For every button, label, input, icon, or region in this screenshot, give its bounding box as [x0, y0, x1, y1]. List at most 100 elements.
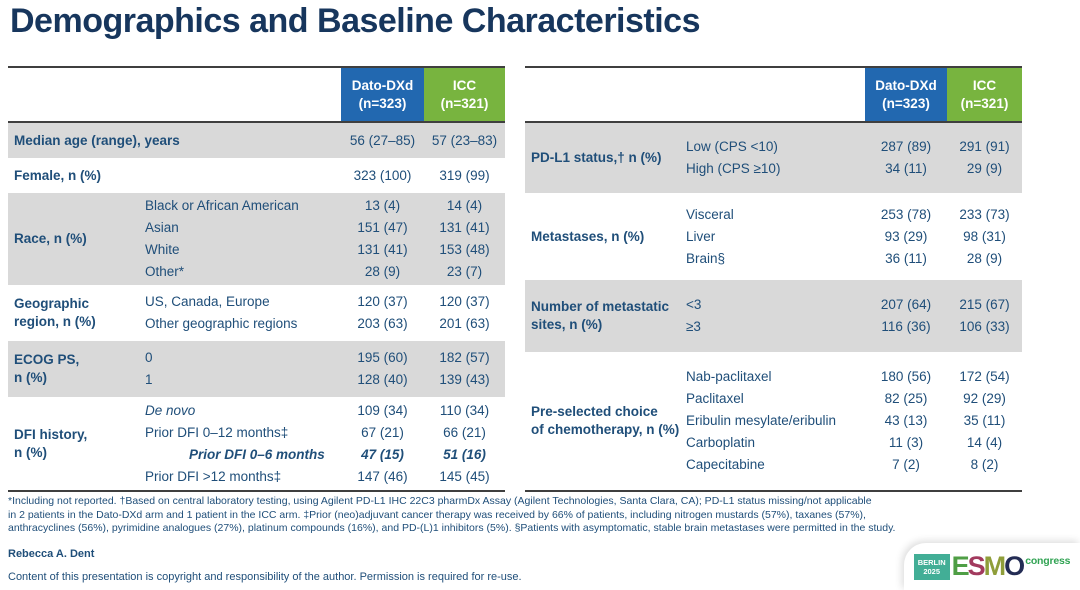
value-cell-icc: 28 (9): [966, 250, 1003, 266]
value-cell-dato: 207 (64): [880, 297, 932, 312]
category-cell: Prior DFI 0–6 months: [189, 446, 325, 462]
value-cell-dato: 34 (11): [885, 161, 927, 176]
category-cell: Eribulin mesylate/eribulin: [686, 413, 837, 428]
table-row-dfi-history: DFI history, n (%) De novo Prior DFI 0–1…: [8, 397, 505, 490]
category-cell: White: [145, 242, 180, 257]
value-cell-icc: 215 (67): [959, 297, 1010, 312]
category-cell: Nab-paclitaxel: [686, 369, 772, 384]
value-cell-icc: 14 (4): [966, 435, 1003, 450]
category-cell: US, Canada, Europe: [145, 294, 270, 309]
table-row-race: Race, n (%) Black or African American As…: [8, 193, 505, 285]
category-cell: Visceral: [686, 206, 734, 222]
row-label: Pre-selected choice of chemotherapy, n (…: [531, 404, 680, 437]
category-cell: Black or African American: [145, 198, 299, 213]
value-cell-dato: 195 (60): [357, 350, 408, 365]
category-cell: Paclitaxel: [686, 391, 744, 406]
value-cell-icc: 98 (31): [963, 228, 1006, 244]
value-cell-icc: 291 (91): [959, 139, 1010, 154]
row-label: PD-L1 status,† n (%): [531, 150, 662, 166]
value-cell-dato: 203 (63): [357, 316, 408, 331]
row-label: Metastases, n (%): [531, 228, 645, 244]
esmo-letter-o: O: [1004, 550, 1025, 581]
value-cell-icc: 23 (7): [446, 264, 483, 279]
value-cell-icc: 319 (99): [439, 167, 490, 183]
badge-year: 2025: [923, 566, 941, 576]
value-cell-icc: 145 (45): [439, 468, 490, 484]
col-header-icc: ICC (n=321): [947, 68, 1022, 121]
table-header: Dato-DXd (n=323) ICC (n=321): [8, 66, 505, 123]
category-cell: Carboplatin: [686, 435, 756, 450]
value-cell-icc: 153 (48): [439, 242, 490, 257]
value-cell-dato: 13 (4): [364, 198, 401, 213]
footnote-line: *Including not reported. †Based on centr…: [8, 495, 872, 507]
esmo-letter-s: S: [967, 550, 986, 581]
footnotes: *Including not reported. †Based on centr…: [8, 495, 895, 536]
value-cell-dato: 47 (15): [361, 446, 404, 462]
esmo-logo-card: BERLIN 2025 E S M O congress: [904, 543, 1080, 590]
table-header: Dato-DXd (n=323) ICC (n=321): [525, 66, 1022, 123]
berlin-2025-badge: BERLIN 2025: [913, 553, 950, 580]
category-cell: Other*: [145, 264, 185, 279]
value-cell-dato: 56 (27–85): [349, 132, 416, 148]
value-cell-dato: 180 (56): [880, 369, 932, 384]
table-row-female: Female, n (%) 323 (100) 319 (99): [8, 158, 505, 193]
category-cell: Prior DFI 0–12 months‡: [145, 424, 289, 440]
table-row-median-age: Median age (range), years 56 (27–85) 57 …: [8, 123, 505, 158]
value-cell-icc: 110 (34): [439, 402, 490, 418]
row-label: ECOG PS, n (%): [14, 352, 80, 385]
value-cell-dato: 67 (21): [361, 424, 404, 440]
badge-city: BERLIN: [917, 557, 946, 567]
value-cell-icc: 120 (37): [439, 294, 490, 309]
value-cell-icc: 8 (2): [970, 457, 999, 472]
value-cell-icc: 57 (23–83): [431, 132, 498, 148]
value-cell-dato: 323 (100): [353, 167, 412, 183]
value-cell-icc: 131 (41): [439, 220, 490, 235]
table-row-metastatic-sites: Number of metastatic sites, n (%) <3 ≥3 …: [525, 280, 1022, 352]
table-row-metastases: Metastases, n (%) Visceral Liver Brain§ …: [525, 193, 1022, 280]
row-label: Number of metastatic sites, n (%): [531, 299, 670, 332]
row-label: Geographic region, n (%): [14, 296, 96, 329]
arm-n: (n=323): [882, 95, 930, 111]
value-cell-dato: 128 (40): [357, 372, 408, 387]
copyright-note: Content of this presentation is copyrigh…: [8, 571, 522, 583]
value-cell-icc: 35 (11): [963, 413, 1006, 428]
col-header-dato-dxd: Dato-DXd (n=323): [341, 68, 424, 121]
category-cell: Other geographic regions: [145, 316, 298, 331]
value-cell-icc: 182 (57): [439, 350, 490, 365]
value-cell-dato: 131 (41): [357, 242, 408, 257]
value-cell-icc: 92 (29): [963, 391, 1006, 406]
category-cell: Liver: [686, 228, 716, 244]
category-cell: 1: [145, 372, 153, 387]
col-header-icc: ICC (n=321): [424, 68, 505, 121]
row-label: Race, n (%): [14, 231, 87, 247]
baseline-table-left: Dato-DXd (n=323) ICC (n=321) Median age …: [8, 66, 505, 492]
value-cell-icc: 14 (4): [446, 198, 483, 213]
esmo-wordmark: E S M O: [952, 550, 1026, 581]
table-row-ecog-ps: ECOG PS, n (%) 0 1 195 (60) 128 (40) 182…: [8, 341, 505, 397]
value-cell-dato: 93 (29): [884, 228, 928, 244]
value-cell-dato: 109 (34): [357, 402, 408, 418]
arm-name: ICC: [452, 78, 477, 94]
value-cell-dato: 43 (13): [884, 413, 928, 428]
table-row-chemotherapy-choice: Pre-selected choice of chemotherapy, n (…: [525, 352, 1022, 490]
value-cell-icc: 51 (16): [443, 446, 486, 462]
arm-n: (n=323): [358, 95, 407, 111]
baseline-table-right: Dato-DXd (n=323) ICC (n=321) PD-L1 statu…: [525, 66, 1022, 492]
value-cell-dato: 287 (89): [880, 139, 932, 154]
value-cell-icc: 233 (73): [959, 206, 1010, 222]
value-cell-dato: 11 (3): [888, 435, 924, 450]
category-cell: Prior DFI >12 months‡: [145, 468, 282, 484]
arm-name: Dato-DXd: [875, 78, 937, 94]
row-label: Median age (range), years: [14, 132, 180, 148]
value-cell-dato: 7 (2): [892, 457, 920, 472]
category-cell: Low (CPS <10): [686, 139, 778, 154]
arm-name: ICC: [972, 78, 997, 94]
table-row-pdl1-status: PD-L1 status,† n (%) Low (CPS <10) High …: [525, 123, 1022, 193]
value-cell-icc: 106 (33): [959, 319, 1010, 334]
esmo-congress-logo: BERLIN 2025 E S M O congress: [913, 550, 1070, 581]
row-label: Female, n (%): [14, 167, 102, 183]
footnote-line: anthracyclines (56%), pyrimidine analogu…: [8, 522, 896, 534]
author-name: Rebecca A. Dent: [8, 548, 95, 560]
arm-name: Dato-DXd: [351, 78, 414, 94]
